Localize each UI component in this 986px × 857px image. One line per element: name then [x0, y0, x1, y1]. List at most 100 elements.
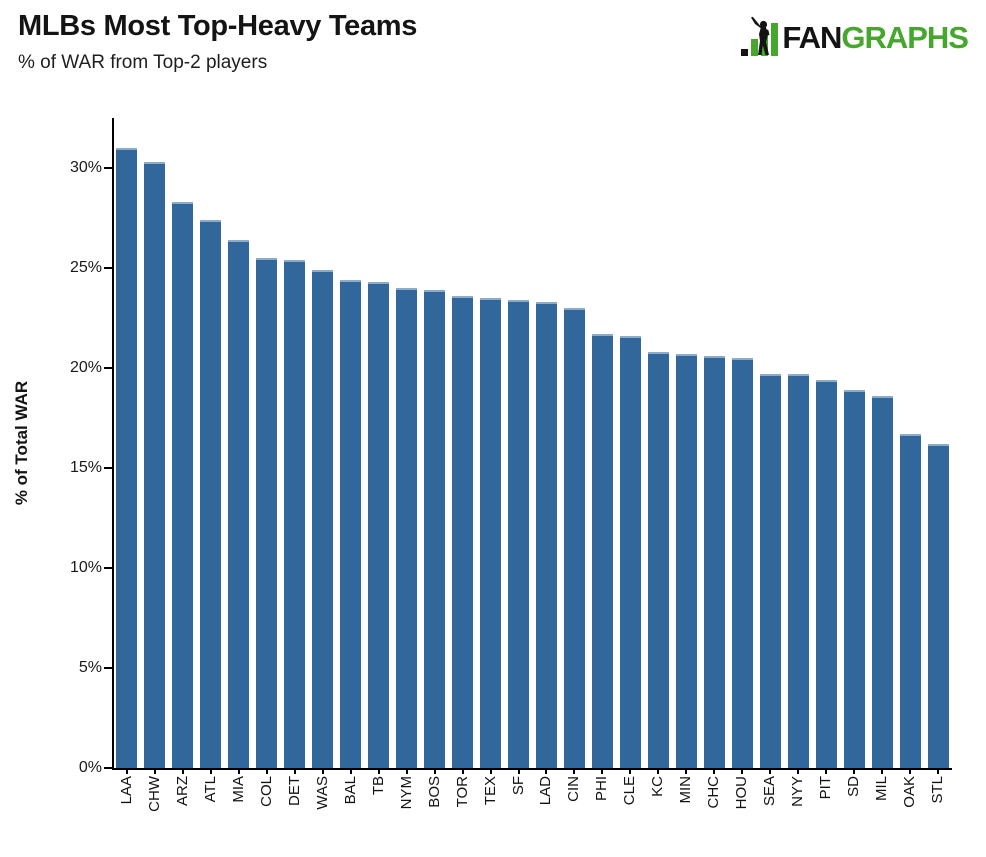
x-tick-mark — [881, 768, 884, 774]
x-tick-mark — [153, 768, 156, 774]
x-tick-label: TEX — [481, 776, 499, 806]
x-tick-mark — [573, 768, 576, 774]
x-tick-label: NYM — [397, 776, 415, 810]
x-tick-mark — [181, 768, 184, 774]
x-tick-label: LAA — [117, 776, 135, 805]
x-tick-label: BAL — [341, 776, 359, 805]
logo-bar-icon — [751, 39, 759, 56]
bar-was — [312, 270, 334, 768]
bar-tex — [480, 298, 502, 768]
x-tick-label: TOR — [453, 776, 471, 808]
y-tick-mark — [104, 567, 113, 569]
x-tick-label: CIN — [565, 776, 583, 802]
y-tick-mark — [104, 667, 113, 669]
bar-cin — [563, 308, 585, 768]
x-tick-mark — [377, 768, 380, 774]
y-axis-title: % of Total WAR — [12, 380, 31, 506]
y-tick-mark — [104, 267, 113, 269]
fangraphs-logo-icon — [741, 16, 779, 56]
y-tick-mark — [104, 167, 113, 169]
bar-stl — [927, 444, 949, 768]
y-tick-label: 10% — [69, 559, 102, 576]
page-subtitle: % of WAR from Top-2 players — [18, 52, 268, 73]
bar-bal — [340, 280, 362, 768]
y-tick-mark — [104, 367, 113, 369]
x-tick-label: SD — [845, 776, 863, 797]
x-tick-label: SEA — [761, 776, 779, 807]
bar-sd — [843, 390, 865, 768]
x-tick-label: LAD — [537, 776, 555, 806]
x-tick-label: CHC — [705, 776, 723, 809]
bar-min — [675, 354, 697, 768]
bar-col — [256, 258, 278, 768]
x-tick-mark — [237, 768, 240, 774]
x-tick-mark — [517, 768, 520, 774]
y-tick-label: 15% — [69, 459, 102, 476]
bar-nym — [396, 288, 418, 768]
y-tick-label: 25% — [69, 259, 102, 276]
x-tick-mark — [321, 768, 324, 774]
x-tick-mark — [853, 768, 856, 774]
logo-text-fan: FAN — [782, 20, 842, 55]
batter-silhouette-icon — [751, 16, 770, 55]
x-tick-label: NYY — [789, 776, 807, 807]
x-tick-mark — [685, 768, 688, 774]
x-axis-line — [112, 768, 952, 770]
x-tick-mark — [293, 768, 296, 774]
bar-mia — [228, 240, 250, 768]
bar-chc — [703, 356, 725, 768]
x-tick-mark — [797, 768, 800, 774]
y-tick-mark — [104, 767, 113, 769]
x-tick-label: CLE — [621, 776, 639, 806]
bar-laa — [116, 148, 138, 768]
x-tick-mark — [349, 768, 352, 774]
bar-hou — [731, 358, 753, 768]
x-tick-mark — [405, 768, 408, 774]
x-tick-label: HOU — [733, 776, 751, 810]
bar-oak — [899, 434, 921, 768]
bar-kc — [647, 352, 669, 768]
x-tick-mark — [601, 768, 604, 774]
x-tick-label: MIL — [873, 776, 891, 802]
y-tick-label: 0% — [78, 759, 102, 776]
x-tick-label: MIA — [229, 776, 247, 803]
x-tick-mark — [125, 768, 128, 774]
page-title: MLBs Most Top-Heavy Teams — [18, 10, 418, 42]
x-tick-label: ARZ — [173, 776, 191, 806]
logo-dot — [741, 49, 749, 56]
x-tick-label: ATL — [201, 776, 219, 803]
bar-chw — [144, 162, 166, 768]
logo-bar-icon — [771, 23, 779, 56]
x-tick-label: KC — [649, 776, 667, 797]
x-tick-mark — [769, 768, 772, 774]
bar-sf — [508, 300, 530, 768]
x-tick-mark — [265, 768, 268, 774]
x-tick-mark — [433, 768, 436, 774]
x-tick-label: CHW — [145, 776, 163, 812]
x-tick-label: PIT — [817, 776, 835, 800]
bar-lad — [535, 302, 557, 768]
y-tick-label: 5% — [78, 659, 102, 676]
bar-pit — [815, 380, 837, 768]
x-tick-mark — [909, 768, 912, 774]
y-tick-mark — [104, 467, 113, 469]
x-tick-mark — [629, 768, 632, 774]
y-tick-label: 20% — [69, 359, 102, 376]
x-tick-mark — [741, 768, 744, 774]
x-tick-label: DET — [285, 776, 303, 806]
x-tick-label: SF — [509, 776, 527, 796]
bar-tor — [452, 296, 474, 768]
x-tick-mark — [489, 768, 492, 774]
x-tick-mark — [461, 768, 464, 774]
logo-text-graphs: GRAPHS — [841, 20, 969, 55]
x-tick-label: COL — [257, 776, 275, 807]
x-tick-label: STL — [929, 776, 947, 804]
bar-nyy — [787, 374, 809, 768]
bar-atl — [200, 220, 222, 768]
x-tick-mark — [713, 768, 716, 774]
x-tick-mark — [657, 768, 660, 774]
bar-mil — [871, 396, 893, 768]
x-tick-mark — [825, 768, 828, 774]
bar-cle — [619, 336, 641, 768]
